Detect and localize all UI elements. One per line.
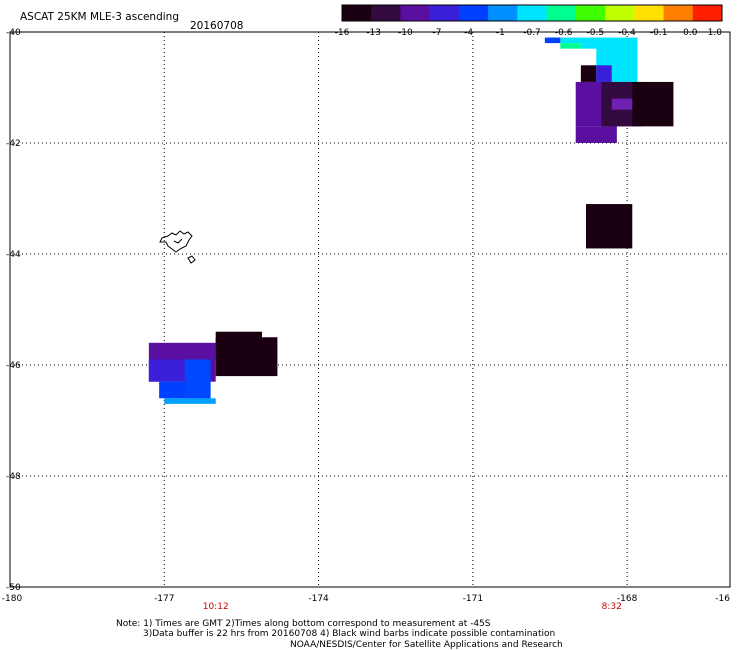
orbit-time-labels: 10:12 8:32 [203,602,622,612]
wind-cell [544,37,561,44]
color-bar-segment [575,5,606,21]
x-tick-label: -168 [617,594,638,604]
y-tick-label: -50 [6,583,21,593]
color-bar-segment [517,5,548,21]
color-bar-label: -4 [464,28,473,38]
color-bar-label: -16 [335,28,350,38]
color-bar-label: -1 [496,28,505,38]
wind-cell [164,398,216,404]
color-bar-border [341,4,723,22]
color-bar-segment [342,5,372,21]
note-line-3: NOAA/NESDIS/Center for Satellite Applica… [290,640,563,650]
x-axis-ticks: -180 -177 -174 -171 -168 -16 [2,594,730,604]
color-bar-segment [429,5,460,21]
color-bar-segment [692,5,723,21]
x-tick-label: -16 [715,594,730,604]
y-axis-ticks: -40 -42 -44 -46 -48 -50 [6,28,21,593]
wind-cell [632,81,674,127]
plot-area: -40-42-44-46-48-50 -180 -177 -174 -171 -168-… [2,28,731,612]
plot-frame [9,31,731,588]
wind-cell [215,337,278,377]
chart-title: ASCAT 25KM MLE-3 ascending [20,11,179,23]
wind-cell [586,204,633,249]
color-bar-segment [546,5,577,21]
wind-cell [560,37,607,44]
color-bar-label: -0.1 [650,28,668,38]
island-outline [159,230,196,264]
wind-cell [596,65,612,82]
x-tick-label: -180 [2,594,23,604]
orbit-time-label: 10:12 [203,602,229,612]
color-bar-segment [400,5,431,21]
note-line-1: Note: 1) Times are GMT 2)Times along bot… [116,619,491,629]
wind-cell [184,359,211,399]
orbit-time-label: 8:32 [602,602,622,612]
wind-cell [611,98,633,110]
wind-cell [580,43,607,49]
x-tick-label: -174 [308,594,329,604]
wind-cells [148,37,674,404]
color-bar-label: -0.6 [555,28,573,38]
y-tick-label: -48 [6,472,21,482]
y-tick-label: -40 [6,28,21,38]
y-tick-label: -42 [6,139,21,149]
color-bar-segment [663,5,694,21]
color-bar-label: -13 [366,28,381,38]
color-bar-label: -0.5 [587,28,605,38]
color-bar-label: 1.0 [708,28,723,38]
color-bar-label: -7 [433,28,442,38]
color-scale-bar: -16 -13 -10 -7 -4 -1 -0.7 -0.6 -0.5 -0.4 -0.1 0.0 1.… [335,4,723,38]
wind-cell [580,65,597,82]
color-bar-segment [488,5,518,21]
color-bar-label: 0.0 [683,28,698,38]
color-bar-segment [605,5,635,21]
color-bar-label: -0.7 [523,28,541,38]
x-tick-label: -171 [463,594,483,604]
y-tick-label: -44 [6,250,21,260]
color-bar-segment [458,5,489,21]
chart-date: 20160708 [190,20,243,32]
note-line-2: 3)Data buffer is 22 hrs from 20160708 4)… [143,629,555,639]
color-bar-segment [634,5,665,21]
wind-cell [560,43,581,49]
color-bar-segment [371,5,401,21]
y-tick-label: -46 [6,361,21,371]
color-bar-label: -10 [398,28,413,38]
wind-cell [575,126,617,143]
x-tick-label: -177 [154,594,174,604]
